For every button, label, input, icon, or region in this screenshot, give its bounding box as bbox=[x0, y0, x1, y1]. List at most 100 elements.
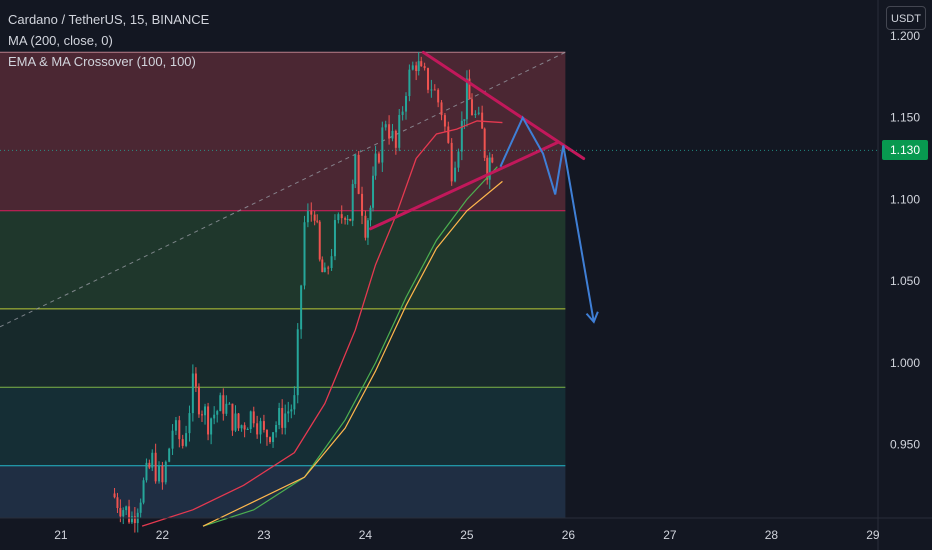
x-tick-label: 27 bbox=[663, 528, 677, 542]
candle-body bbox=[142, 480, 145, 503]
candle-body bbox=[369, 207, 372, 221]
candle-body bbox=[440, 102, 443, 116]
candle-body bbox=[351, 184, 354, 221]
candle-body bbox=[427, 68, 430, 90]
candle-body bbox=[460, 120, 463, 152]
fib-zone-3 bbox=[0, 308, 566, 388]
candle-body bbox=[394, 130, 397, 148]
candle-body bbox=[488, 157, 491, 180]
chart-legend: Cardano / TetherUS, 15, BINANCE MA (200,… bbox=[8, 9, 209, 72]
projection-path bbox=[499, 115, 595, 323]
candle-body bbox=[303, 222, 306, 286]
ma200-line bbox=[141, 120, 503, 527]
candle-body bbox=[128, 506, 131, 523]
candle-body bbox=[468, 78, 471, 100]
symbol-title[interactable]: Cardano / TetherUS, 15, BINANCE bbox=[8, 12, 210, 27]
x-tick-label: 25 bbox=[460, 528, 474, 542]
candle-body bbox=[234, 413, 237, 431]
candle-body bbox=[454, 167, 457, 182]
fib-zone-2 bbox=[0, 210, 566, 309]
last-price-tag: 1.130 bbox=[882, 140, 928, 161]
candle-body bbox=[327, 267, 330, 269]
candle-body bbox=[316, 220, 319, 222]
y-tick-label: 1.150 bbox=[890, 111, 920, 125]
x-tick-label: 22 bbox=[156, 528, 170, 542]
candle-body bbox=[357, 154, 360, 194]
candle-body bbox=[333, 220, 336, 257]
candle-body bbox=[164, 461, 167, 483]
candle-body bbox=[483, 128, 486, 158]
candle-body bbox=[122, 510, 125, 517]
candle-body bbox=[178, 420, 181, 440]
candle-body bbox=[374, 153, 377, 176]
candle-body bbox=[219, 395, 222, 412]
candle-body bbox=[222, 395, 225, 414]
candle-body bbox=[310, 211, 313, 215]
candle-body bbox=[213, 414, 216, 419]
candlesticks bbox=[113, 52, 494, 533]
candle-body bbox=[430, 89, 433, 91]
candle-body bbox=[284, 413, 287, 428]
candle-body bbox=[281, 408, 284, 428]
candle-body bbox=[171, 430, 174, 449]
candle-body bbox=[486, 157, 489, 180]
trend-lines bbox=[0, 51, 566, 328]
candle-body bbox=[463, 119, 466, 121]
candle-body bbox=[174, 420, 177, 431]
x-tick-label: 21 bbox=[54, 528, 68, 542]
y-tick-label: 1.050 bbox=[890, 274, 920, 288]
candle-body bbox=[191, 373, 194, 414]
candle-body bbox=[391, 130, 394, 139]
candle-body bbox=[377, 153, 380, 163]
candle-body bbox=[457, 151, 460, 168]
candle-body bbox=[275, 425, 278, 433]
candle-body bbox=[344, 218, 347, 220]
currency-unit-button[interactable]: USDT bbox=[886, 6, 926, 30]
candle-body bbox=[405, 96, 408, 112]
candle-body bbox=[290, 409, 293, 412]
ma200-legend[interactable]: MA (200, close, 0) bbox=[8, 33, 113, 48]
candle-body bbox=[420, 61, 423, 67]
candle-body bbox=[216, 411, 219, 415]
y-tick-label: 0.950 bbox=[890, 437, 920, 451]
candle-body bbox=[256, 423, 259, 435]
candle-body bbox=[474, 113, 477, 116]
candle-body bbox=[262, 421, 265, 430]
candle-body bbox=[194, 373, 197, 387]
candle-body bbox=[296, 329, 299, 396]
candle-body bbox=[130, 516, 133, 523]
candle-body bbox=[237, 413, 240, 429]
ema-cross-legend[interactable]: EMA & MA Crossover (100, 100) bbox=[8, 54, 196, 69]
candle-body bbox=[268, 437, 271, 443]
candle-body bbox=[443, 115, 446, 127]
candle-body bbox=[158, 465, 161, 482]
candle-body bbox=[372, 175, 375, 208]
candle-body bbox=[287, 411, 290, 414]
candle-body bbox=[228, 403, 231, 405]
y-tick-label: 1.100 bbox=[890, 192, 920, 206]
candle-body bbox=[401, 111, 404, 115]
candle-body bbox=[168, 448, 171, 462]
moving-averages bbox=[141, 120, 503, 527]
candle-body bbox=[346, 218, 349, 220]
dashed-trend-line bbox=[0, 51, 566, 328]
candle-body bbox=[447, 126, 450, 143]
y-tick-label: 1.000 bbox=[890, 356, 920, 370]
candle-body bbox=[246, 429, 249, 431]
candle-body bbox=[259, 421, 262, 435]
candle-body bbox=[145, 462, 148, 481]
candle-body bbox=[293, 395, 296, 410]
candle-body bbox=[415, 65, 418, 72]
candle-body bbox=[225, 403, 228, 414]
candle-body bbox=[249, 411, 252, 430]
candle-body bbox=[313, 214, 316, 221]
candle-body bbox=[388, 124, 391, 139]
candle-body bbox=[437, 89, 440, 103]
candle-body bbox=[411, 65, 414, 70]
x-tick-label: 24 bbox=[359, 528, 373, 542]
projection-arrowhead bbox=[585, 311, 599, 324]
candle-body bbox=[423, 66, 426, 69]
candle-body bbox=[116, 497, 119, 509]
